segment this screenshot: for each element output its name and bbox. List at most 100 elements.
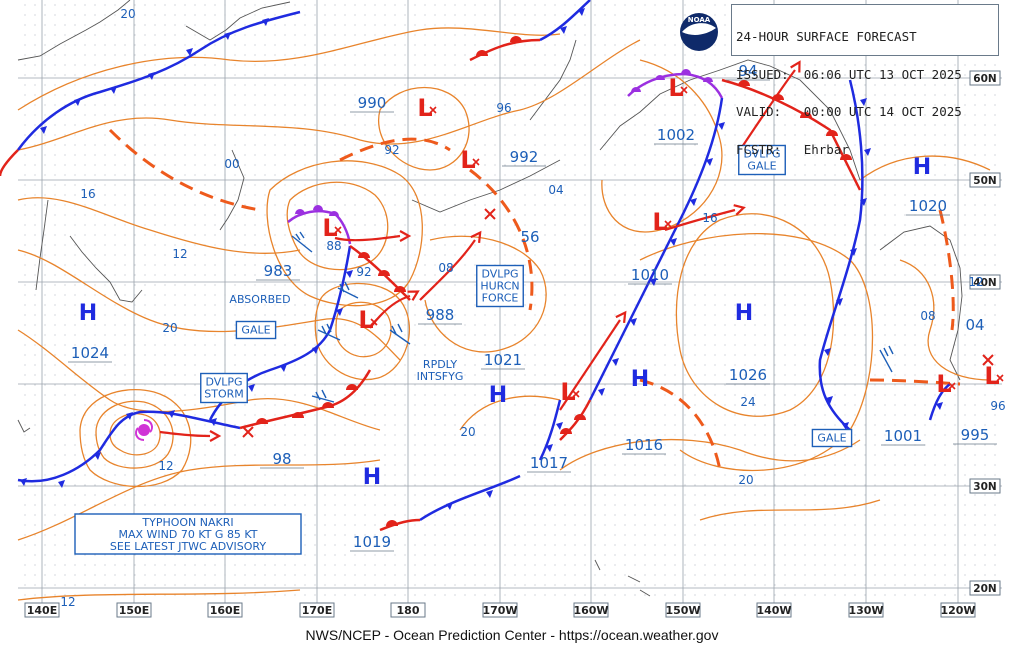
cold-front-triangle — [262, 18, 269, 26]
warm-front-semicircle — [476, 50, 488, 56]
isobar-label: 20 — [460, 425, 475, 439]
isobar-label: 00 — [224, 157, 239, 171]
movement-arrows — [159, 69, 796, 438]
warm-front-semicircle — [256, 418, 268, 424]
cold-front-triangle — [650, 278, 657, 286]
forecast-position-x-icon — [242, 426, 254, 438]
high-pressure-marker: H — [489, 383, 507, 408]
warm-front-semicircle — [826, 130, 838, 136]
lon-label-box — [848, 602, 884, 618]
occluded-front-symbol — [295, 209, 305, 214]
pressure-value: 1016 — [625, 436, 663, 454]
high-pressure-marker: H — [363, 465, 381, 490]
movement-arrowhead — [733, 204, 746, 216]
occluded-front-symbol — [681, 69, 691, 74]
warning-label: DVLPG — [205, 376, 242, 389]
troughs — [108, 128, 961, 471]
low-pressure-marker: L — [560, 378, 575, 406]
cold-front-triangle — [598, 388, 605, 396]
warm-front-semicircle — [322, 402, 334, 408]
typhoon-advisory-box — [74, 513, 302, 555]
cold-front-triangle — [670, 238, 677, 246]
pressure-value: 988 — [426, 306, 455, 324]
cold-front-triangle — [936, 402, 943, 410]
low-pressure-marker: L — [322, 214, 337, 242]
cold-front-triangle — [560, 26, 567, 34]
warning-box — [200, 372, 248, 404]
warm-front-semicircle — [292, 412, 304, 418]
low-pressure-marker: L — [652, 208, 667, 236]
movement-arrowhead — [615, 310, 627, 323]
cold-front-triangle — [690, 198, 697, 206]
pressure-value: 990 — [358, 94, 387, 112]
warning-label: GALE — [241, 324, 270, 337]
cold-front-triangle — [860, 98, 867, 106]
cold-front-triangle — [58, 480, 65, 488]
pressure-value: 1024 — [71, 344, 109, 362]
pressure-value: 1026 — [729, 366, 767, 384]
pressure-value: 992 — [510, 148, 539, 166]
isobar-label: 92 — [384, 143, 399, 157]
typhoon-advisory-line: TYPHOON NAKRI — [141, 516, 233, 529]
forecast-position-x-icon — [484, 208, 496, 220]
high-pressure-marker: H — [913, 155, 931, 180]
cold-front-triangle — [850, 248, 857, 256]
cold-front-triangle — [446, 502, 453, 510]
noaa-logo-text: NOAA — [688, 16, 711, 24]
lon-label: 140E — [27, 604, 57, 617]
lon-label: 160W — [573, 604, 608, 617]
forecast-info-box: 24-HOUR SURFACE FORECAST ISSUED: 06:06 U… — [731, 4, 999, 155]
lon-label-box — [299, 602, 335, 618]
cold-front-triangle — [546, 444, 553, 452]
occluded-front-symbol — [329, 211, 339, 216]
pressure-value: 1002 — [657, 126, 695, 144]
cold-front-triangle — [210, 418, 217, 426]
pressure-value: 94 — [738, 62, 757, 80]
noaa-logo-icon: NOAA — [680, 13, 718, 51]
lon-label-box — [940, 602, 976, 618]
pressure-value: 1017 — [530, 454, 568, 472]
lat-label: 20N — [973, 583, 996, 595]
warm-front-semicircle — [510, 36, 522, 42]
high-pressure-marker: H — [631, 367, 649, 392]
cold-front-triangle — [556, 422, 563, 430]
pressure-value: 1020 — [909, 197, 947, 215]
lon-label-box — [482, 602, 518, 618]
isobar-label: 20 — [120, 7, 135, 21]
occluded-front-symbol — [655, 75, 665, 80]
high-pressure-marker: H — [735, 301, 753, 326]
annotation-label: ABSORBED — [229, 293, 290, 306]
warning-label: STORM — [204, 388, 244, 401]
low-center-x-icon — [948, 382, 956, 390]
cold-front-triangle — [718, 122, 725, 130]
lon-label-box — [116, 602, 152, 618]
cold-front-triangle — [706, 158, 713, 166]
isobar-label: 08 — [920, 309, 935, 323]
low-pressure-marker: L — [936, 370, 951, 398]
lat-label-box — [969, 580, 1001, 596]
cold-front-triangle — [630, 318, 637, 326]
lon-label-box — [665, 602, 701, 618]
lon-label: 120W — [940, 604, 975, 617]
lon-label-box — [756, 602, 792, 618]
footer-credit: NWS/NCEP - Ocean Prediction Center - htt… — [0, 624, 1024, 652]
occluded-front-symbol — [313, 205, 323, 210]
warning-label: GALE — [747, 160, 776, 173]
isobar-label: 12 — [60, 595, 75, 609]
low-center-x-icon — [680, 86, 688, 94]
low-center-x-icon — [429, 106, 437, 114]
low-center-x-icon — [370, 318, 378, 326]
pressure-value: 983 — [264, 262, 293, 280]
cold-front-triangle — [824, 348, 831, 356]
warning-box — [811, 428, 853, 448]
warning-label: GALE — [817, 432, 846, 445]
warning-label: HURCN — [480, 280, 519, 293]
coastlines — [17, 0, 963, 597]
pressure-value: 995 — [961, 426, 990, 444]
isobar-label: 16 — [702, 211, 717, 225]
isobar-label: 24 — [740, 395, 755, 409]
warm-front-semicircle — [560, 428, 572, 434]
isobar-label: 92 — [356, 265, 371, 279]
low-center-x-icon — [572, 390, 580, 398]
isobar-label: 88 — [326, 239, 341, 253]
